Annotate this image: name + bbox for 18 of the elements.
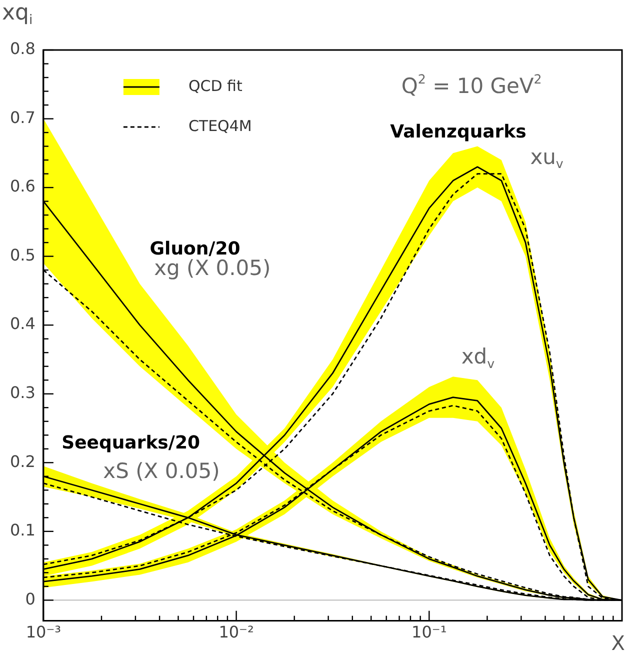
x-tick-label: 10⁻³ <box>26 622 62 642</box>
x-tick-label: 10⁻² <box>218 622 254 642</box>
y-tick-label: 0.2 <box>10 452 36 471</box>
legend-label: QCD fit <box>188 76 242 95</box>
y-tick-label: 0.1 <box>10 520 36 540</box>
y-tick-label: 0.6 <box>10 176 36 196</box>
y-tick-label: 0.3 <box>10 383 36 402</box>
annotation: Valenzquarks <box>390 121 526 142</box>
y-tick-label: 0 <box>25 589 36 608</box>
y-tick-label: 0.7 <box>10 108 36 127</box>
y-tick-label: 0.4 <box>10 314 36 334</box>
annotation: Seequarks/20 <box>62 432 200 454</box>
x-axis-title: X <box>611 631 626 654</box>
x-tick-label: 10⁻¹ <box>412 622 447 642</box>
y-tick-label: 0.8 <box>10 39 36 58</box>
legend-label: CTEQ4M <box>188 116 252 135</box>
y-tick-label: 0.5 <box>10 245 36 264</box>
annotation: xS (X 0.05) <box>103 458 220 483</box>
